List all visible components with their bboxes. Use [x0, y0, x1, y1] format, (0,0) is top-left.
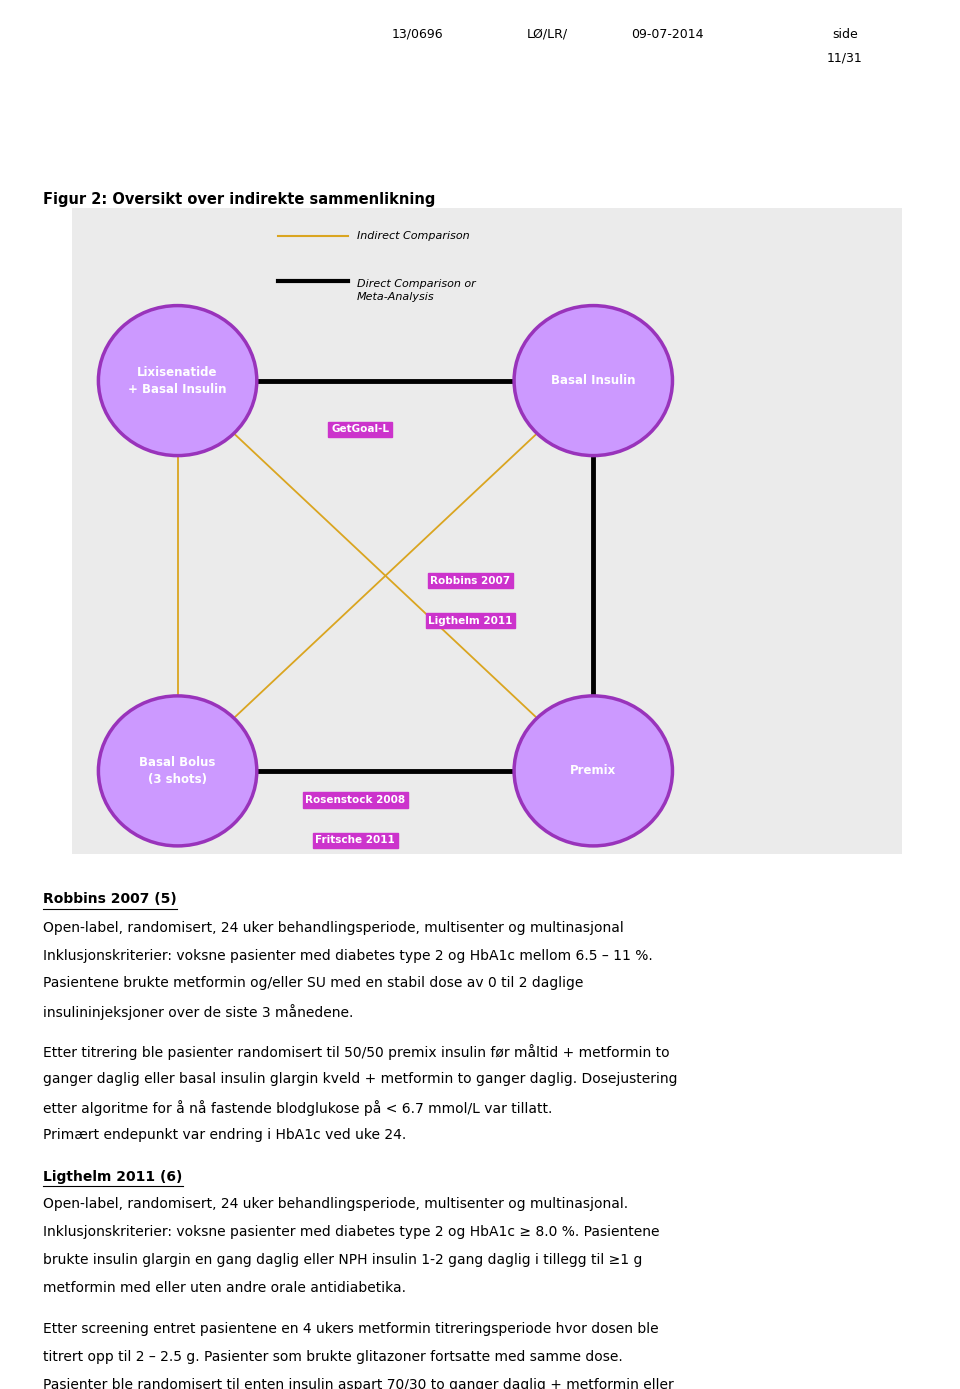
Ellipse shape [98, 306, 257, 456]
Text: Open-label, randomisert, 24 uker behandlingsperiode, multisenter og multinasjona: Open-label, randomisert, 24 uker behandl… [43, 1197, 629, 1211]
Text: titrert opp til 2 – 2.5 g. Pasienter som brukte glitazoner fortsatte med samme d: titrert opp til 2 – 2.5 g. Pasienter som… [43, 1350, 623, 1364]
Text: insulininjeksjoner over de siste 3 månedene.: insulininjeksjoner over de siste 3 måned… [43, 1004, 353, 1020]
Text: Basal Bolus
(3 shots): Basal Bolus (3 shots) [139, 756, 216, 786]
Text: Robbins 2007: Robbins 2007 [430, 575, 511, 586]
Text: Premix: Premix [570, 764, 616, 778]
Text: Inklusjonskriterier: voksne pasienter med diabetes type 2 og HbA1c mellom 6.5 – : Inklusjonskriterier: voksne pasienter me… [43, 949, 653, 963]
Text: Primært endepunkt var endring i HbA1c ved uke 24.: Primært endepunkt var endring i HbA1c ve… [43, 1128, 406, 1142]
Text: side: side [832, 28, 857, 40]
Text: Figur 2: Oversikt over indirekte sammenlikning: Figur 2: Oversikt over indirekte sammenl… [43, 192, 436, 207]
Ellipse shape [98, 696, 257, 846]
Text: Basal Insulin: Basal Insulin [551, 374, 636, 388]
Text: LØ/LR/: LØ/LR/ [527, 28, 567, 40]
Text: Robbins 2007 (5): Robbins 2007 (5) [43, 892, 177, 906]
Text: Indirect Comparison: Indirect Comparison [357, 231, 469, 242]
Text: GetGoal-L: GetGoal-L [331, 424, 389, 435]
Text: 13/0696: 13/0696 [392, 28, 444, 40]
Text: Rosenstock 2008: Rosenstock 2008 [305, 795, 405, 806]
Text: Open-label, randomisert, 24 uker behandlingsperiode, multisenter og multinasjona: Open-label, randomisert, 24 uker behandl… [43, 921, 624, 935]
Text: Etter titrering ble pasienter randomisert til 50/50 premix insulin før måltid + : Etter titrering ble pasienter randomiser… [43, 1045, 670, 1060]
Ellipse shape [514, 306, 672, 456]
Text: Lixisenatide
+ Basal Insulin: Lixisenatide + Basal Insulin [129, 365, 227, 396]
Ellipse shape [514, 696, 672, 846]
Text: Direct Comparison or
Meta-Analysis: Direct Comparison or Meta-Analysis [357, 279, 476, 301]
Text: Pasientene brukte metformin og/eller SU med en stabil dose av 0 til 2 daglige: Pasientene brukte metformin og/eller SU … [43, 976, 584, 990]
Text: 11/31: 11/31 [827, 51, 863, 64]
FancyBboxPatch shape [72, 208, 902, 854]
Text: metformin med eller uten andre orale antidiabetika.: metformin med eller uten andre orale ant… [43, 1281, 406, 1295]
Text: 09-07-2014: 09-07-2014 [631, 28, 704, 40]
Text: ganger daglig eller basal insulin glargin kveld + metformin to ganger daglig. Do: ganger daglig eller basal insulin glargi… [43, 1072, 678, 1086]
Text: Ligthelm 2011 (6): Ligthelm 2011 (6) [43, 1170, 182, 1183]
Text: Pasienter ble randomisert til enten insulin aspart 70/30 to ganger daglig + metf: Pasienter ble randomisert til enten insu… [43, 1378, 674, 1389]
Text: Ligthelm 2011: Ligthelm 2011 [428, 615, 513, 626]
Text: Inklusjonskriterier: voksne pasienter med diabetes type 2 og HbA1c ≥ 8.0 %. Pasi: Inklusjonskriterier: voksne pasienter me… [43, 1225, 660, 1239]
Text: brukte insulin glargin en gang daglig eller NPH insulin 1-2 gang daglig i tilleg: brukte insulin glargin en gang daglig el… [43, 1253, 642, 1267]
Text: etter algoritme for å nå fastende blodglukose på < 6.7 mmol/L var tillatt.: etter algoritme for å nå fastende blodgl… [43, 1100, 553, 1115]
Text: Etter screening entret pasientene en 4 ukers metformin titreringsperiode hvor do: Etter screening entret pasientene en 4 u… [43, 1322, 659, 1336]
Text: Fritsche 2011: Fritsche 2011 [315, 835, 396, 846]
